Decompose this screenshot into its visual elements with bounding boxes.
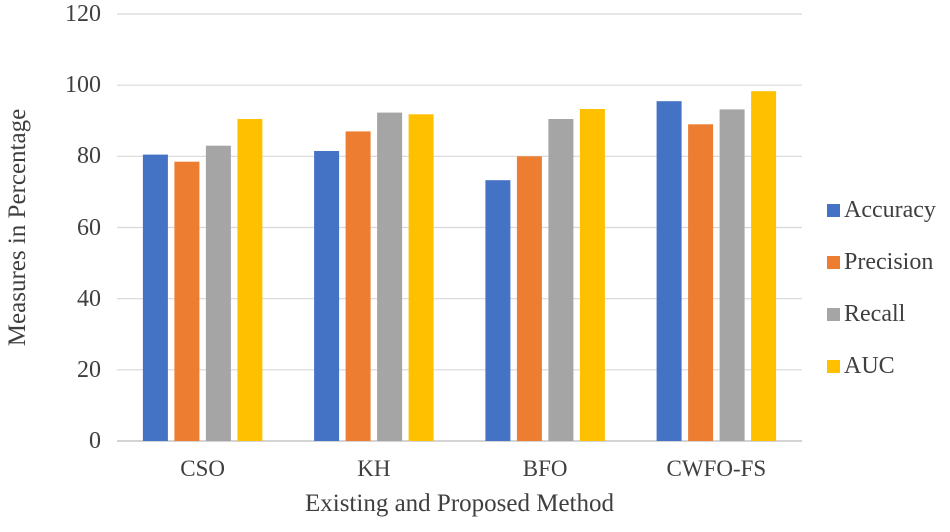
bar-precision-cwfo-fs [688,124,714,442]
bar-precision-kh [345,131,371,441]
legend-swatch-precision [827,255,840,269]
bar-auc-cso [237,119,263,441]
x-category-label-kh: KH [357,456,391,481]
x-category-label-bfo: BFO [522,456,568,481]
bar-accuracy-kh [314,151,340,441]
legend-swatch-recall [827,307,840,321]
legend-swatch-accuracy [827,203,840,217]
y-tick-label: 20 [77,356,101,383]
bar-recall-cso [205,145,231,441]
y-tick-label: 120 [65,1,101,27]
y-tick-label: 80 [77,143,101,170]
bar-accuracy-bfo [485,180,511,441]
bar-recall-cwfo-fs [719,109,745,442]
y-tick-label: 60 [77,214,101,241]
legend-item-recall: Recall [827,302,936,326]
legend: Accuracy Precision Recall AUC [827,198,936,378]
x-category-label-cso: CSO [180,456,225,481]
bar-auc-kh [408,114,434,442]
bar-accuracy-cwfo-fs [656,101,682,441]
legend-item-precision: Precision [827,250,936,274]
legend-label: Precision [844,249,934,275]
bar-precision-cso [174,161,200,441]
bar-auc-cwfo-fs [751,91,777,441]
bar-precision-bfo [516,156,542,442]
y-tick-label: 40 [77,285,101,312]
bar-accuracy-cso [142,154,168,441]
bar-auc-bfo [579,109,605,441]
legend-swatch-auc [827,359,840,373]
bar-recall-bfo [548,119,574,441]
legend-label: AUC [844,353,895,379]
legend-item-accuracy: Accuracy [827,198,936,222]
y-tick-label: 0 [89,428,101,454]
x-category-label-cwfo-fs: CWFO-FS [666,456,767,481]
legend-item-auc: AUC [827,354,936,378]
y-tick-label: 100 [65,72,101,99]
legend-label: Accuracy [844,197,936,223]
legend-label: Recall [844,301,906,327]
bar-recall-kh [377,112,403,441]
x-axis-title: Existing and Proposed Method [304,490,614,517]
